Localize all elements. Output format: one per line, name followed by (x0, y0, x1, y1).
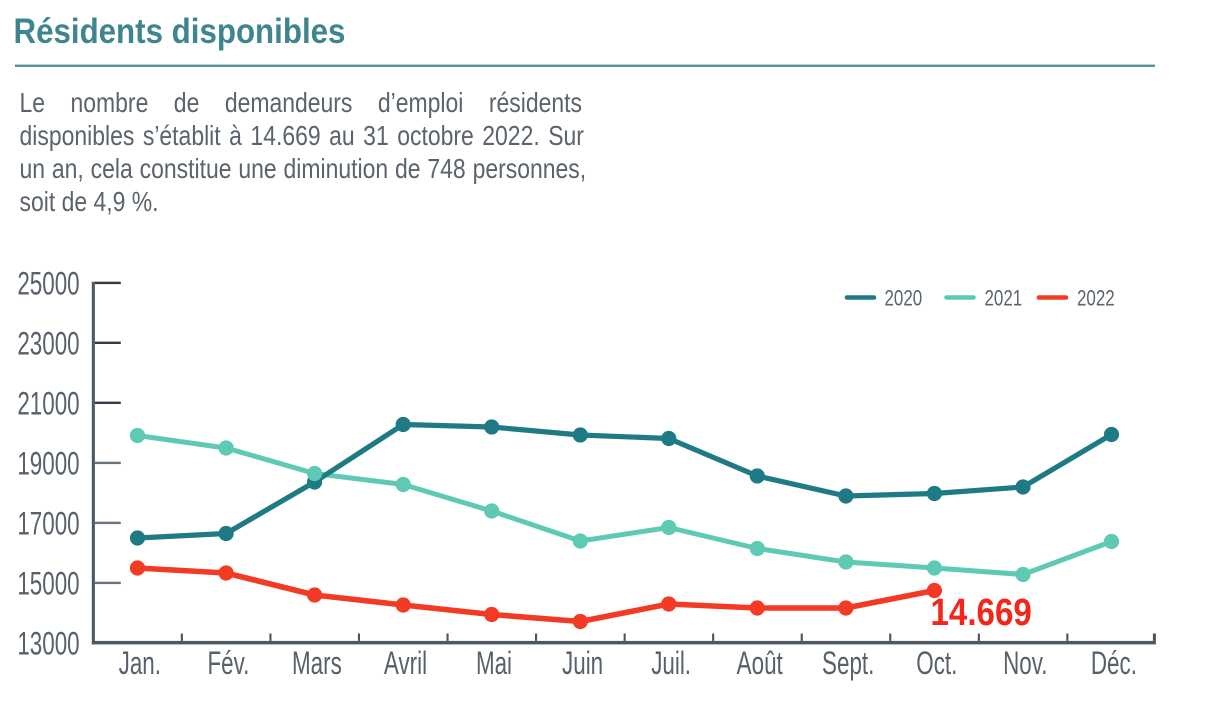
svg-text:2021: 2021 (985, 286, 1023, 311)
svg-text:soit de 4,9 %.: soit de 4,9 %. (20, 187, 159, 218)
svg-text:14.669: 14.669 (931, 591, 1032, 634)
svg-text:23000: 23000 (17, 325, 79, 361)
svg-text:Sept.: Sept. (822, 645, 874, 681)
svg-text:un an, cela constitue une dimi: un an, cela constitue une diminution de … (20, 154, 587, 185)
svg-text:Mars: Mars (292, 645, 342, 681)
svg-text:Le nombre de demandeurs d’empl: Le nombre de demandeurs d’emploi résiden… (20, 88, 582, 119)
svg-text:17000: 17000 (17, 505, 79, 541)
svg-text:13000: 13000 (17, 625, 79, 661)
svg-text:Déc.: Déc. (1091, 645, 1137, 681)
svg-text:Juil.: Juil. (651, 645, 691, 681)
svg-text:Oct.: Oct. (916, 645, 957, 681)
svg-text:15000: 15000 (17, 565, 79, 601)
svg-text:Nov.: Nov. (1003, 645, 1047, 681)
svg-text:Jan.: Jan. (119, 645, 161, 681)
svg-text:Avril: Avril (384, 645, 427, 681)
svg-text:2020: 2020 (885, 286, 923, 311)
svg-text:25000: 25000 (17, 265, 79, 301)
svg-text:Fév.: Fév. (207, 645, 249, 681)
svg-text:Juin: Juin (562, 645, 603, 681)
svg-text:Résidents disponibles: Résidents disponibles (14, 12, 346, 51)
svg-text:2022: 2022 (1077, 286, 1115, 311)
svg-text:Août: Août (737, 645, 783, 681)
svg-text:Mai: Mai (476, 645, 512, 681)
svg-text:19000: 19000 (17, 445, 79, 481)
svg-text:disponibles s’établit à 14.669: disponibles s’établit à 14.669 au 31 oct… (20, 121, 585, 152)
svg-text:21000: 21000 (17, 385, 79, 421)
